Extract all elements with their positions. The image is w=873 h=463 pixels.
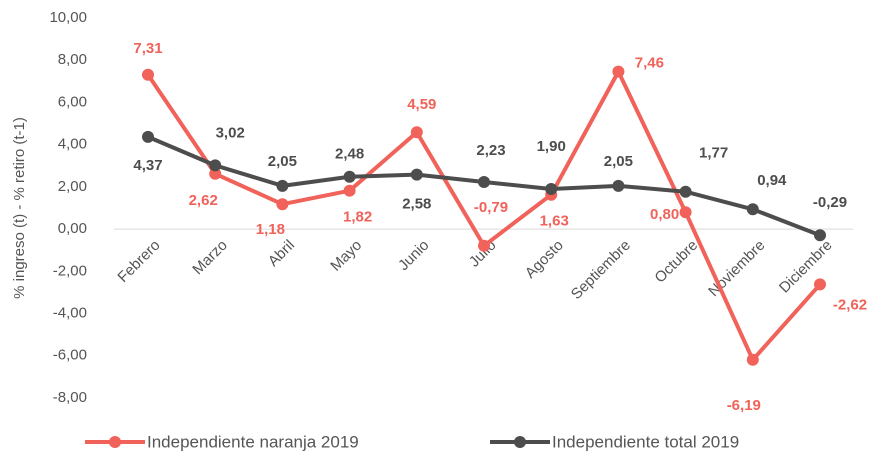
data-point <box>545 183 558 195</box>
data-label: 7,31 <box>133 40 162 57</box>
x-tick-label: Septiembre <box>568 237 634 303</box>
y-tick-label: 8,00 <box>58 51 87 68</box>
data-label: -0,79 <box>474 199 508 216</box>
y-tick-label: 4,00 <box>58 136 87 153</box>
data-label: 1,77 <box>699 145 728 162</box>
legend-marker <box>109 436 121 448</box>
data-label: 0,80 <box>650 206 679 223</box>
data-point <box>209 159 222 172</box>
data-label: 2,48 <box>335 146 364 163</box>
x-tick-label: Mayo <box>327 237 365 275</box>
legend-label: Independiente naranja 2019 <box>147 432 359 451</box>
data-point <box>478 176 490 189</box>
legend-label: Independiente total 2019 <box>552 432 739 451</box>
data-point <box>209 167 222 180</box>
x-tick-label: Junio <box>395 237 432 274</box>
y-tick-label: -4,00 <box>53 305 87 322</box>
y-tick-label: -6,00 <box>53 347 87 364</box>
data-label: -6,19 <box>727 397 761 414</box>
data-point <box>746 203 759 216</box>
data-point <box>343 184 356 197</box>
data-label: 2,58 <box>402 196 431 213</box>
data-point <box>276 198 289 211</box>
data-point <box>276 179 289 192</box>
data-point <box>612 179 625 192</box>
data-label: 4,59 <box>407 96 436 113</box>
data-label: 1,90 <box>537 138 566 155</box>
data-point <box>478 239 490 252</box>
x-tick-label: Marzo <box>189 237 230 278</box>
data-label: 3,02 <box>216 124 245 141</box>
data-label: 0,94 <box>757 172 787 189</box>
data-point <box>814 278 826 291</box>
y-axis-title: % ingreso (t) - % retiro (t-1) <box>11 117 28 299</box>
data-label: 2,05 <box>604 153 633 170</box>
x-tick-label: Febrero <box>114 237 163 286</box>
data-label: 1,18 <box>256 221 285 238</box>
data-label: -0,29 <box>813 194 847 211</box>
y-tick-label: -2,00 <box>53 262 87 279</box>
data-point <box>814 229 826 242</box>
x-tick-label: Noviembre <box>705 237 768 300</box>
data-point <box>679 185 692 198</box>
data-point <box>343 170 356 183</box>
legend-marker <box>514 436 526 448</box>
y-tick-label: 10,00 <box>49 9 87 26</box>
x-tick-label: Octubre <box>651 237 701 287</box>
data-label: 1,63 <box>540 213 569 230</box>
data-point <box>679 206 692 219</box>
data-label: -2,62 <box>833 296 867 313</box>
x-tick-label: Diciembre <box>776 237 836 297</box>
data-point <box>410 168 423 181</box>
y-tick-label: 2,00 <box>58 178 87 195</box>
data-label: 1,82 <box>343 209 372 226</box>
data-label: 2,62 <box>189 192 218 209</box>
x-tick-label: Agosto <box>522 237 567 282</box>
data-label: 2,23 <box>476 142 505 159</box>
y-tick-label: 0,00 <box>58 220 87 237</box>
data-point <box>746 353 759 366</box>
x-tick-label: Abril <box>265 237 298 270</box>
data-label: 7,46 <box>635 55 664 72</box>
data-point <box>410 126 423 139</box>
data-point <box>142 68 154 81</box>
data-point <box>612 65 625 78</box>
y-tick-label: -8,00 <box>53 389 87 406</box>
data-point <box>142 130 154 143</box>
data-label: 2,05 <box>268 153 297 170</box>
data-label: 4,37 <box>133 157 162 174</box>
y-tick-label: 6,00 <box>58 93 87 110</box>
